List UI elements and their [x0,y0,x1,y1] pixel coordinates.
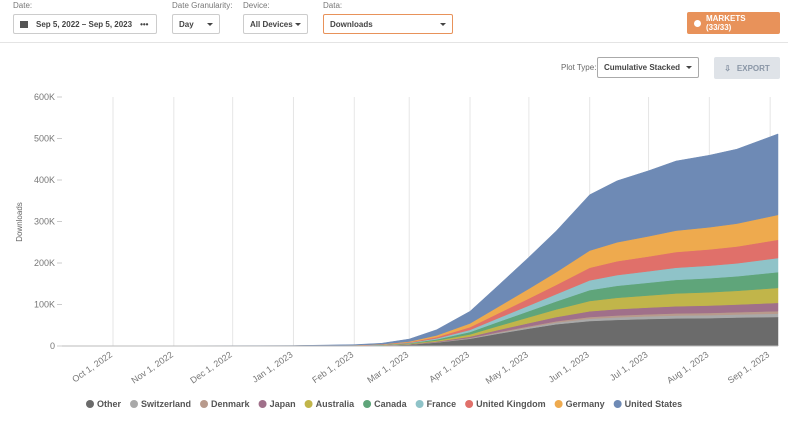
legend-swatch [465,400,474,408]
legend-swatch [363,400,372,408]
y-tick-label: 300K [34,217,55,227]
legend-item[interactable]: Japan [258,399,296,409]
legend-label: Switzerland [141,399,191,409]
legend-swatch [554,400,563,408]
legend-swatch [415,400,424,408]
legend-swatch [304,400,313,408]
calendar-icon [20,21,28,28]
legend-swatch [613,400,622,408]
legend-label: Denmark [211,399,251,409]
x-tick-label: Apr 1, 2023 [427,349,471,384]
legend-item[interactable]: France [415,399,457,409]
x-tick-label: Feb 1, 2023 [310,349,355,385]
legend-swatch [258,400,267,408]
x-tick-label: Oct 1, 2022 [70,349,114,384]
filter-bar: Date: Sep 5, 2022 – Sep 5, 2023 ••• Date… [0,0,788,43]
data-select[interactable]: Downloads [323,14,453,34]
legend-swatch [86,400,94,408]
legend-item[interactable]: Canada [363,399,408,409]
legend-swatch [200,400,209,408]
x-tick-label: Aug 1, 2023 [665,349,711,385]
x-tick-label: Jan 1, 2023 [250,349,294,384]
legend-item[interactable]: Switzerland [130,399,191,409]
granularity-label: Date Granularity: [172,1,233,10]
date-picker[interactable]: Sep 5, 2022 – Sep 5, 2023 ••• [13,14,157,34]
legend-label: Australia [316,399,356,409]
legend-label: Japan [270,399,296,409]
legend-item[interactable]: Other [86,399,122,409]
y-tick-label: 0 [50,341,55,351]
x-tick-label: Sep 1, 2023 [726,349,772,385]
device-label: Device: [243,1,270,10]
x-tick-label: Jul 1, 2023 [608,349,650,382]
markets-text: MARKETS (33/33) [705,14,746,32]
data-value: Downloads [330,19,373,29]
plot-type-value: Cumulative Stacked [604,63,681,72]
y-tick-label: 600K [34,92,55,102]
device-value: All Devices [250,19,293,29]
x-tick-label: Mar 1, 2023 [365,349,410,385]
y-tick-label: 400K [34,175,55,185]
y-tick-label: 200K [34,258,55,268]
export-text: EXPORT [736,63,770,73]
legend-item[interactable]: United States [613,399,683,409]
legend-item[interactable]: United Kingdom [465,399,546,409]
legend-label: United Kingdom [476,399,546,409]
x-tick-label: Dec 1, 2022 [188,349,234,385]
plot-type-select[interactable]: Cumulative Stacked [597,57,699,78]
granularity-value: Day [179,19,194,29]
legend-label: Canada [374,399,408,409]
y-axis-label: Downloads [15,202,24,242]
legend-label: Other [97,399,122,409]
x-tick-label: Jun 1, 2023 [547,349,591,384]
legend-swatch [130,400,139,408]
legend-item[interactable]: Denmark [200,399,251,409]
legend-label: Germany [566,399,605,409]
date-label: Date: [13,1,33,10]
area [61,133,779,347]
export-button[interactable]: ⇩ EXPORT [714,57,780,79]
legend-item[interactable]: Australia [304,399,356,409]
x-tick-label: Nov 1, 2022 [129,349,175,385]
legend-label: United States [625,399,683,409]
legend-item[interactable]: Germany [554,399,605,409]
y-tick-label: 100K [34,300,55,310]
markets-button[interactable]: MARKETS (33/33) [687,12,780,34]
y-tick-label: 500K [34,134,55,144]
granularity-select[interactable]: Day [172,14,220,34]
device-select[interactable]: All Devices [243,14,308,34]
x-tick-label: May 1, 2023 [484,349,530,386]
plot-type-label: Plot Type: [561,63,597,72]
date-value: Sep 5, 2022 – Sep 5, 2023 [36,19,133,29]
date-more[interactable]: ••• [140,19,149,29]
legend-label: France [427,399,457,409]
data-label: Data: [323,1,343,10]
